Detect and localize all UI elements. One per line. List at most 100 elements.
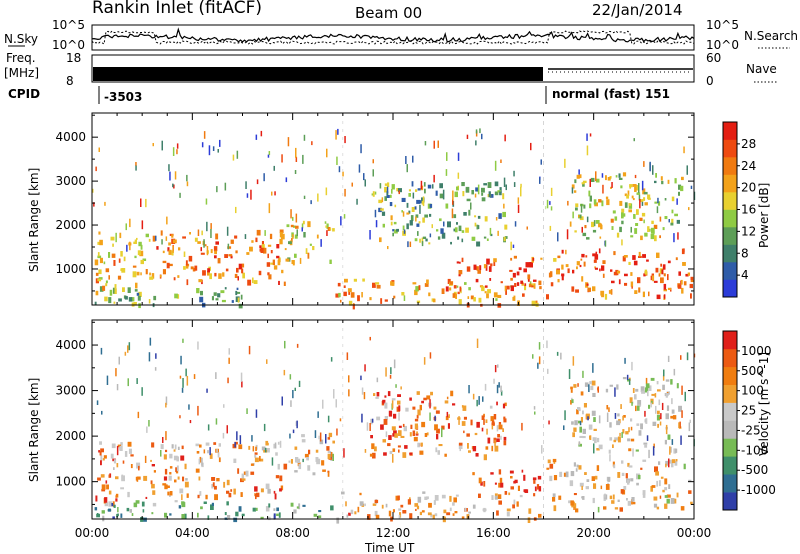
echo-cell [397, 394, 401, 397]
echo-cell [573, 493, 577, 496]
echo-cell [588, 190, 591, 197]
echo-cell [634, 394, 637, 400]
echo-cell [261, 446, 266, 451]
echo-cell [122, 287, 125, 292]
echo-cell [570, 386, 573, 390]
echo-cell [362, 278, 365, 282]
echo-cell [424, 433, 428, 437]
echo-cell [252, 277, 254, 284]
echo-cell [512, 504, 515, 509]
echo-cell [112, 287, 115, 294]
echo-streak [201, 457, 203, 466]
echo-cell [416, 391, 420, 395]
echo-cell [523, 474, 526, 481]
echo-cell [319, 439, 324, 445]
echo-cell [268, 274, 272, 280]
echo-cell [132, 271, 137, 278]
echo-streak [671, 439, 674, 445]
echo-cell [101, 484, 106, 490]
echo-streak [644, 410, 646, 417]
echo-cell [605, 484, 610, 490]
echo-cell [654, 466, 658, 473]
echo-streak [498, 382, 500, 388]
echo-cell [326, 446, 330, 451]
echo-cell [218, 273, 222, 279]
echo-cell [523, 268, 527, 273]
echo-cell [372, 503, 377, 506]
echo-cell [641, 390, 646, 394]
echo-cell [456, 186, 459, 191]
echo-cell [449, 507, 452, 512]
echo-cell [252, 446, 255, 452]
echo-streak [560, 352, 562, 360]
echo-cell [411, 207, 415, 212]
echo-cell [647, 194, 651, 200]
echo-cell [575, 289, 579, 293]
echo-cell [424, 188, 426, 194]
echo-cell [599, 268, 601, 272]
echo-cell [140, 244, 143, 250]
echo-cell [575, 203, 579, 208]
echo-cell [372, 191, 375, 197]
echo-cell [635, 388, 639, 392]
echo-cell [129, 509, 132, 513]
echo-cell [423, 182, 426, 187]
echo-cell [285, 258, 290, 262]
echo-streak [227, 243, 230, 250]
echo-cell [273, 508, 276, 511]
echo-cell [613, 251, 616, 256]
echo-cell [631, 286, 633, 289]
echo-cell [421, 510, 425, 513]
echo-cell [97, 252, 100, 257]
echo-cell [644, 444, 648, 448]
echo-cell [640, 199, 644, 203]
echo-cell [608, 290, 612, 294]
echo-streak [390, 367, 392, 375]
velocity-colorbar-tick-label: -100 [741, 443, 768, 457]
echo-cell [341, 491, 345, 495]
echo-streak [520, 183, 522, 188]
echo-cell [458, 273, 461, 277]
echo-cell [213, 442, 217, 445]
echo-streak [660, 413, 662, 420]
echo-streak [580, 203, 583, 213]
echo-cell [481, 192, 484, 196]
echo-cell [209, 273, 212, 280]
echo-cell [114, 284, 117, 289]
velocity-colorbar-bin [723, 420, 737, 439]
echo-cell [663, 294, 666, 299]
echo-streak [348, 375, 350, 383]
echo-cell [664, 487, 668, 491]
echo-cell [494, 495, 498, 500]
echo-cell [654, 393, 657, 398]
echo-cell [640, 386, 645, 393]
echo-cell [634, 187, 637, 192]
echo-streak [298, 380, 301, 387]
echo-cell [95, 272, 99, 276]
echo-streak [260, 130, 263, 137]
echo-streak [547, 368, 549, 374]
echo-cell [589, 435, 591, 439]
echo-cell [301, 439, 306, 443]
echo-cell [389, 450, 393, 455]
echo-streak [364, 179, 366, 187]
echo-cell [613, 439, 617, 443]
echo-cell [463, 212, 467, 216]
power-colorbar-tick-label: 12 [741, 224, 756, 238]
echo-cell [678, 271, 681, 276]
echo-cell [468, 209, 471, 216]
nsearch-tick-top: 10^5 [706, 18, 739, 32]
echo-cell [171, 444, 174, 449]
echo-streak [172, 183, 174, 188]
echo-cell [595, 178, 600, 183]
echo-cell [255, 237, 258, 243]
echo-streak [271, 457, 274, 466]
echo-cell [667, 459, 672, 464]
echo-cell [535, 300, 538, 304]
echo-cell [488, 266, 492, 272]
nsearch-tick-bottom: 10^0 [706, 38, 739, 52]
echo-streak [534, 411, 536, 415]
echo-cell [499, 187, 502, 193]
echo-cell [632, 198, 635, 201]
